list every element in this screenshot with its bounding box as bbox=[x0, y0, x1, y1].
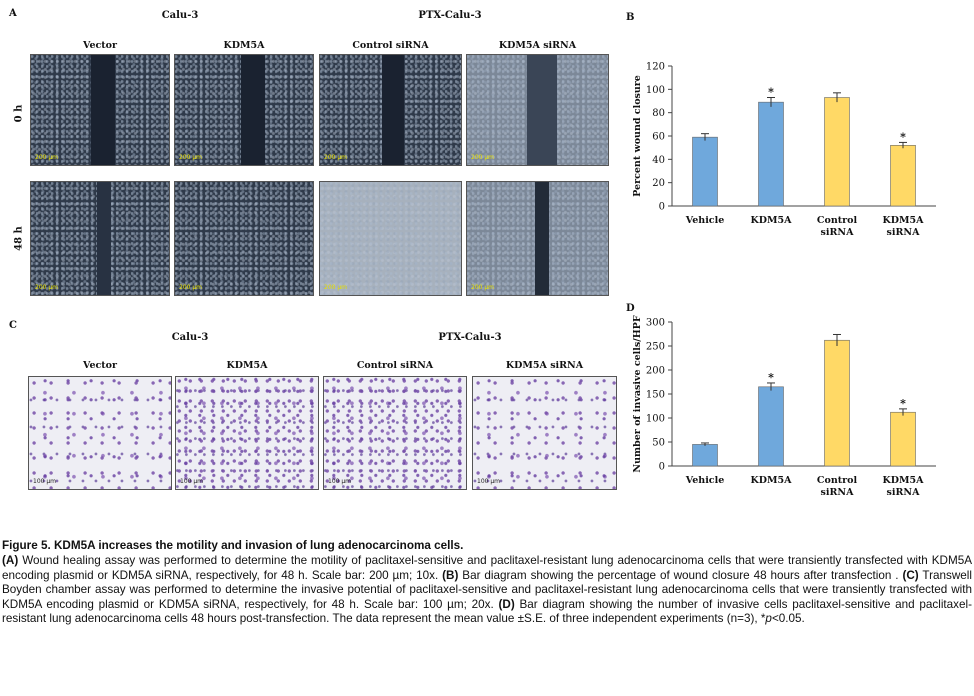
caption-label-c: (C) bbox=[902, 568, 919, 582]
panel-a-row-0h: 0 h bbox=[13, 104, 25, 123]
wound-image-kdm5a-0h: 200 µm bbox=[174, 54, 314, 166]
chart-b-bar-2 bbox=[758, 101, 784, 207]
caption-p-symbol: p bbox=[765, 612, 772, 626]
chart-b-x-tick-label-2: KDM5A bbox=[751, 215, 793, 226]
panel-c-col-vector: Vector bbox=[82, 360, 118, 371]
chart-d-y-tick-label: 250 bbox=[646, 342, 665, 353]
panel-c-group-calu3: Calu-3 bbox=[171, 332, 209, 343]
chart-b-x-tick-label-1: Vehicle bbox=[685, 215, 725, 226]
wound-image-control-sirna-48h: 200 µm bbox=[319, 181, 462, 296]
scale-bar-label: 200 µm bbox=[35, 154, 59, 161]
wound-image-vector-0h: 200 µm bbox=[30, 54, 170, 166]
chart-d-y-tick-label: 300 bbox=[646, 318, 665, 329]
panel-label-a: A bbox=[9, 8, 17, 19]
panel-a-col-kdm5a: KDM5A bbox=[223, 40, 265, 51]
chart-b-y-axis-label: Percent wound closure bbox=[632, 75, 643, 197]
chart-d-bar-1 bbox=[692, 444, 718, 467]
wound-image-kdm5a-sirna-0h: 200 µm bbox=[466, 54, 609, 166]
scale-bar-label: 100 µm bbox=[477, 478, 501, 485]
caption-title: Figure 5. KDM5A increases the motility a… bbox=[2, 539, 464, 552]
panel-label-b: B bbox=[626, 12, 635, 23]
scale-bar-label: 200 µm bbox=[324, 284, 348, 291]
scale-bar-label: 100 µm bbox=[180, 478, 204, 485]
chart-b-x-tick-label-3: Control bbox=[817, 215, 858, 226]
chart-d-y-tick-label: 100 bbox=[646, 414, 665, 425]
scale-bar-label: 200 µm bbox=[179, 154, 203, 161]
chart-d-y-axis-label: Number of invasive cells/HPF bbox=[632, 315, 643, 472]
chart-b-y-tick-label: 40 bbox=[652, 155, 665, 166]
caption-label-b: (B) bbox=[442, 568, 459, 582]
figure-caption: Figure 5. KDM5A increases the motility a… bbox=[2, 539, 972, 626]
chart-b-significance-mark-2: * bbox=[768, 86, 774, 99]
wound-image-control-sirna-0h: 200 µm bbox=[319, 54, 462, 166]
chart-b-y-tick-label: 20 bbox=[652, 178, 665, 189]
caption-body: (A) Wound healing assay was performed to… bbox=[2, 554, 972, 626]
transwell-image-kdm5a: 100 µm bbox=[175, 376, 319, 490]
panel-c-group-ptx-calu3: PTX-Calu-3 bbox=[438, 332, 502, 343]
scale-bar-label: 200 µm bbox=[324, 154, 348, 161]
caption-text-d: Bar diagram showing the number of invasi… bbox=[2, 597, 972, 626]
panel-a-group-ptx-calu3: PTX-Calu-3 bbox=[418, 10, 482, 21]
wound-image-vector-48h: 200 µm bbox=[30, 181, 170, 296]
scale-bar-label: 200 µm bbox=[471, 284, 495, 291]
panel-c-col-kdm5a: KDM5A bbox=[226, 360, 268, 371]
chart-b-y-tick-label: 60 bbox=[652, 132, 665, 143]
wound-image-kdm5a-48h: 200 µm bbox=[174, 181, 314, 296]
chart-d-x-tick-label-3: Control bbox=[817, 475, 858, 486]
chart-d-y-tick-label: 0 bbox=[659, 462, 665, 473]
wound-image-kdm5a-sirna-48h: 200 µm bbox=[466, 181, 609, 296]
panel-c-col-kdm5a-sirna: KDM5A siRNA bbox=[505, 360, 584, 371]
caption-text-b: Bar diagram showing the percentage of wo… bbox=[458, 568, 903, 582]
chart-d-significance-mark-4: * bbox=[900, 397, 906, 410]
chart-d-x-tick-label-3: siRNA bbox=[821, 487, 855, 498]
chart-d-x-tick-label-1: Vehicle bbox=[685, 475, 725, 486]
chart-b-bar-4 bbox=[890, 145, 916, 207]
chart-b-significance-mark-4: * bbox=[900, 130, 906, 143]
chart-d-significance-mark-2: * bbox=[768, 371, 774, 384]
chart-b-x-tick-label-3: siRNA bbox=[821, 227, 855, 238]
caption-label-d: (D) bbox=[498, 597, 515, 611]
caption-text-c: Transwell Boyden chamber assay was perfo… bbox=[2, 568, 972, 611]
chart-b-bar-1 bbox=[692, 136, 718, 207]
transwell-image-vector: 100 µm bbox=[28, 376, 172, 490]
chart-d-bar-2 bbox=[758, 386, 784, 467]
chart-d-x-tick-label-4: siRNA bbox=[887, 487, 921, 498]
chart-b-x-tick-label-4: siRNA bbox=[887, 227, 921, 238]
panel-c-col-control-sirna: Control siRNA bbox=[356, 360, 434, 371]
chart-b-y-tick-label: 80 bbox=[652, 108, 665, 119]
scale-bar-label: 100 µm bbox=[33, 478, 57, 485]
chart-d-x-tick-label-2: KDM5A bbox=[751, 475, 793, 486]
chart-d-y-tick-label: 50 bbox=[652, 438, 665, 449]
caption-p-tail: <0.05. bbox=[771, 612, 805, 626]
panel-label-c: C bbox=[9, 320, 17, 331]
transwell-image-control-sirna: 100 µm bbox=[323, 376, 467, 490]
panel-a-col-kdm5a-sirna: KDM5A siRNA bbox=[498, 40, 577, 51]
chart-b-bar-3 bbox=[824, 97, 850, 207]
caption-text-a: Wound healing assay was performed to det… bbox=[2, 554, 972, 582]
panel-a-row-48h: 48 h bbox=[13, 226, 25, 251]
panel-a-col-control-sirna: Control siRNA bbox=[352, 40, 429, 51]
chart-d-x-tick-label-4: KDM5A bbox=[883, 475, 925, 486]
panel-a-col-vector: Vector bbox=[82, 40, 118, 51]
scale-bar-label: 100 µm bbox=[328, 478, 352, 485]
scale-bar-label: 200 µm bbox=[471, 154, 495, 161]
chart-d-bar-4 bbox=[890, 411, 916, 467]
chart-d-bar-3 bbox=[824, 339, 850, 467]
caption-label-a: (A) bbox=[2, 554, 19, 568]
chart-b-y-tick-label: 0 bbox=[659, 202, 665, 213]
scale-bar-label: 200 µm bbox=[179, 284, 203, 291]
chart-b-y-tick-label: 100 bbox=[646, 85, 665, 96]
transwell-image-kdm5a-sirna: 100 µm bbox=[472, 376, 617, 490]
chart-b-x-tick-label-4: KDM5A bbox=[883, 215, 925, 226]
chart-b-y-tick-label: 120 bbox=[646, 62, 665, 73]
panel-label-d: D bbox=[626, 303, 635, 314]
chart-d-y-tick-label: 200 bbox=[646, 366, 665, 377]
panel-a-group-calu3: Calu-3 bbox=[161, 10, 199, 21]
chart-d-y-tick-label: 150 bbox=[646, 390, 665, 401]
scale-bar-label: 200 µm bbox=[35, 284, 59, 291]
